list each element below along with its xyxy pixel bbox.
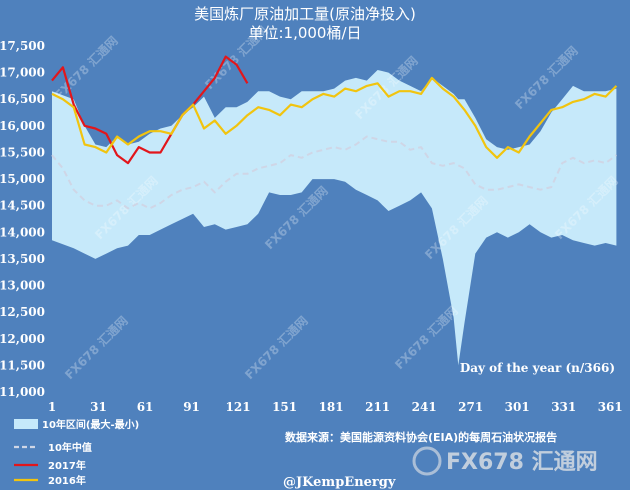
band-layer: [52, 70, 617, 366]
legend-swatch: [14, 419, 38, 429]
x-tick-label: 181: [319, 400, 344, 414]
x-tick-label: 1: [48, 400, 56, 414]
watermark-text: FX678 汇通网: [242, 313, 311, 382]
x-tick-label: 361: [598, 400, 623, 414]
x-tick-label: 241: [412, 400, 437, 414]
legend: 10年区间(最大-最小) 10年中值 2017年 2016年: [14, 418, 139, 487]
y-tick-label: 13,000: [0, 279, 45, 293]
legend-label: 2016年: [48, 474, 86, 487]
x-tick-label: 271: [458, 400, 483, 414]
watermark-text: FX678 汇通网: [62, 313, 131, 382]
y-tick-label: 16,000: [0, 119, 45, 133]
y-tick-label: 15,500: [0, 145, 45, 159]
brand-logo-icon: [412, 446, 442, 476]
y-tick-label: 17,500: [0, 39, 45, 53]
source-note: 数据来源：美国能源资料协会(EIA)的每周石油状况报告: [285, 430, 557, 444]
x-tick-label: 151: [272, 400, 297, 414]
y-tick-label: 12,000: [0, 332, 45, 346]
series-layer: [51, 55, 618, 210]
legend-label: 10年中值: [48, 441, 92, 454]
y-tick-label: 15,000: [0, 172, 45, 186]
chart-title: 美国炼厂原油加工量(原油净投入): [194, 5, 416, 23]
y-tick-label: 12,500: [0, 305, 45, 319]
series-line-3: [51, 76, 618, 159]
watermark-text: FX678 汇通网: [392, 303, 461, 372]
x-tick-label: 91: [183, 400, 200, 414]
series-line-1: [51, 135, 617, 210]
y-tick-label: 13,500: [0, 252, 45, 266]
x-tick-label: 31: [90, 400, 107, 414]
series-line-2: [51, 55, 249, 165]
chart-subtitle: 单位:1,000桶/日: [248, 24, 361, 42]
y-tick-label: 14,000: [0, 225, 45, 239]
x-tick-label: 61: [137, 400, 154, 414]
brand-watermark: FX678 汇通网: [412, 446, 598, 476]
x-tick-label: 121: [226, 400, 251, 414]
x-tick-label: 211: [365, 400, 390, 414]
y-tick-label: 11,000: [0, 385, 45, 399]
author-handle: @JKempEnergy: [283, 475, 396, 490]
x-tick-label: 301: [505, 400, 530, 414]
y-tick-label: 11,500: [0, 358, 45, 372]
x-axis-title: Day of the year (n/366): [460, 361, 615, 375]
range-band: [52, 70, 617, 366]
y-tick-label: 14,500: [0, 199, 45, 213]
axis-layer: 11,000 11,500 12,000 12,500 13,000 13,500 14,0…: [0, 39, 623, 414]
brand-watermark-text: FX678 汇通网: [446, 450, 598, 475]
legend-label: 2017年: [48, 459, 86, 472]
y-tick-label: 16,500: [0, 92, 45, 106]
legend-label: 10年区间(最大-最小): [42, 418, 139, 431]
y-tick-label: 17,000: [0, 66, 45, 80]
x-tick-label: 331: [551, 400, 576, 414]
